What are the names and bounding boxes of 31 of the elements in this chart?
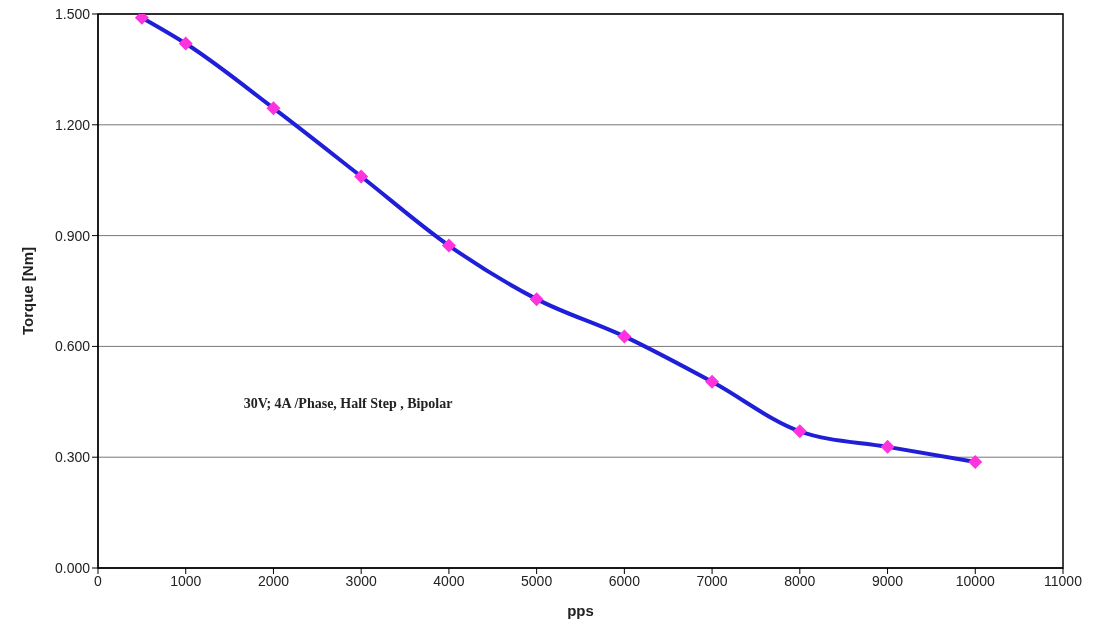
x-axis-title: pps xyxy=(567,602,594,619)
y-tick-label: 1.200 xyxy=(54,116,91,133)
x-tick-label: 11000 xyxy=(1044,572,1083,589)
x-tick-label: 6000 xyxy=(608,572,641,589)
x-tick-label: 3000 xyxy=(345,572,377,589)
point xyxy=(968,455,983,469)
y-tick-label: 0.600 xyxy=(54,338,91,355)
x-tick-label: 1000 xyxy=(170,572,202,589)
y-axis-title: Torque [Nm] xyxy=(19,246,37,336)
x-tick-label: 10000 xyxy=(955,572,995,589)
point xyxy=(705,374,720,389)
y-tick-label: 0.300 xyxy=(54,449,91,466)
point xyxy=(266,101,281,116)
annotation: 30V; 4A /Phase, Half Step , Bipolar xyxy=(243,396,453,411)
point xyxy=(441,238,456,253)
point xyxy=(617,329,632,344)
x-tick-label: 4000 xyxy=(433,572,465,589)
x-tick-label: 7000 xyxy=(696,572,728,589)
x-tick-label: 2000 xyxy=(257,572,290,589)
point xyxy=(880,439,895,454)
point xyxy=(792,424,807,439)
x-tick-label: 8000 xyxy=(784,572,816,589)
point xyxy=(178,36,193,51)
y-tick-label: 0.900 xyxy=(54,227,91,244)
y-tick-label: 1.500 xyxy=(54,5,91,22)
x-tick-label: 0 xyxy=(94,572,103,589)
y-tick-label: 0.000 xyxy=(54,559,91,576)
x-tick-label: 5000 xyxy=(521,572,553,589)
point xyxy=(354,169,369,184)
x-tick-label: 9000 xyxy=(871,572,904,589)
point xyxy=(529,292,544,307)
